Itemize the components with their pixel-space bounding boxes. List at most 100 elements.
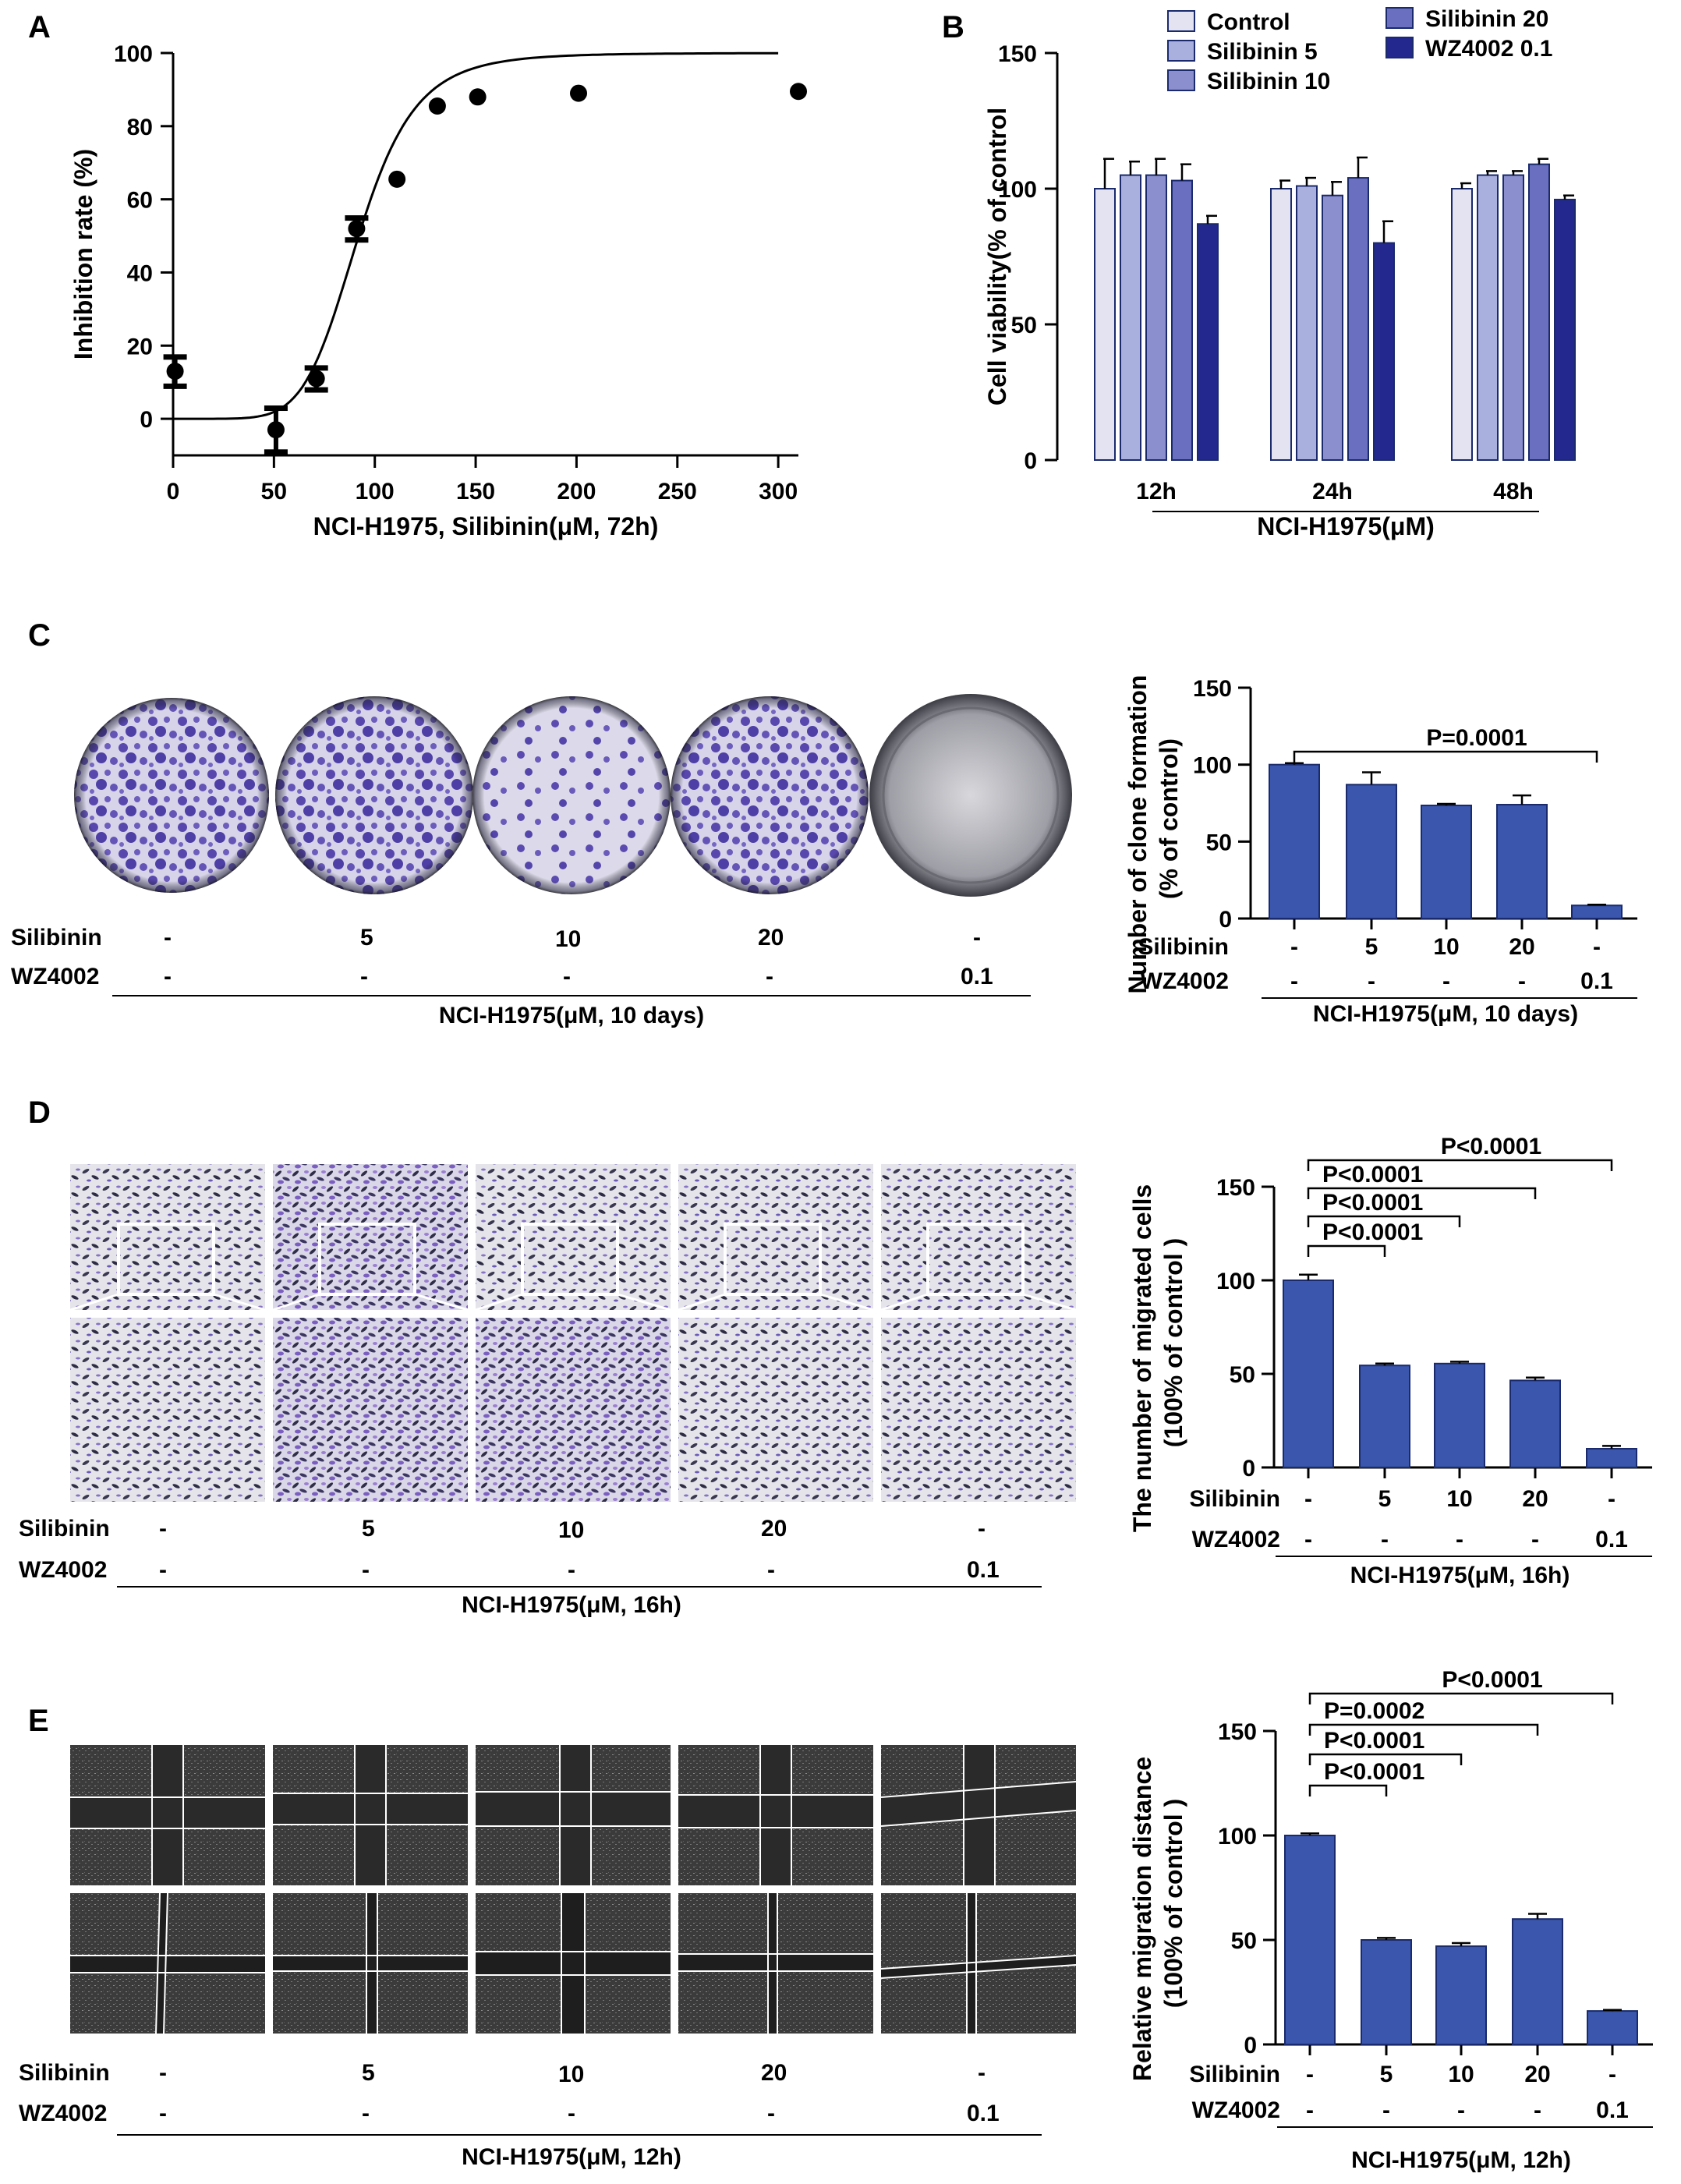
- bar: [1120, 174, 1141, 461]
- dose-value: -: [766, 964, 773, 989]
- dish-silibinin-5: [275, 696, 473, 894]
- bar: [1145, 174, 1167, 461]
- error-cap: [264, 449, 288, 455]
- dose-value: 5: [362, 1516, 375, 1542]
- dish-silibinin-10: [472, 696, 671, 894]
- x-tick-label: 200: [557, 479, 596, 504]
- dose-value: 5: [362, 2060, 375, 2086]
- row-label-wz4002: WZ4002: [1192, 2097, 1280, 2123]
- x-tick-label: 0: [167, 479, 180, 504]
- p-value-label: P<0.0001: [1324, 1728, 1424, 1754]
- x-axis-title: NCI-H1975, Silibinin(μM, 72h): [313, 512, 659, 540]
- bar: [1197, 223, 1219, 461]
- dose-value: -: [1368, 968, 1375, 994]
- y-tick-label: 100: [1193, 753, 1232, 779]
- bar: [1284, 1835, 1336, 2045]
- y-axis-title: (100% of control ): [1159, 1799, 1187, 2008]
- x-axis-title: NCI-H1975(μM): [1257, 512, 1435, 540]
- dose-value: 10: [1446, 1486, 1472, 1512]
- dose-value: 20: [761, 2060, 787, 2086]
- dose-value: -: [1456, 1527, 1463, 1552]
- bar: [1509, 1379, 1561, 1469]
- significance-bracket: [1307, 1187, 1537, 1199]
- dose-value: 0.1: [1596, 2097, 1629, 2123]
- legend-label: Control: [1207, 9, 1290, 35]
- y-axis-title: Cell viability(% of control: [983, 108, 1011, 405]
- migration-distance-chart: 0 50 100 150 - - 5 - 10 - 20 - - 0.1 Silibinin WZ4002 NC…: [1128, 1667, 1653, 2173]
- row-label-silibinin: Silibinin: [19, 2060, 110, 2086]
- dose-value: 5: [1365, 934, 1378, 960]
- significance-bracket: [1308, 1692, 1614, 1704]
- dose-value: 10: [1448, 2062, 1474, 2087]
- p-value-label: P<0.0001: [1324, 1759, 1424, 1785]
- y-tick-label: 0: [1219, 907, 1232, 933]
- bar: [1296, 185, 1318, 462]
- bar: [1283, 1280, 1334, 1468]
- dose-value: -: [1518, 968, 1526, 994]
- data-point: [348, 220, 366, 238]
- legend-label: WZ4002 0.1: [1425, 36, 1552, 62]
- dose-value: -: [1608, 1486, 1616, 1512]
- dose-value: 20: [761, 1516, 787, 1542]
- bar: [1434, 1362, 1485, 1469]
- p-value-label: P=0.0001: [1426, 725, 1527, 751]
- dose-value: -: [1306, 2062, 1314, 2087]
- transwell-images: [69, 1164, 1077, 1502]
- dose-value: 20: [758, 925, 784, 950]
- dose-value: -: [1304, 1486, 1312, 1512]
- y-tick-label: 60: [127, 188, 153, 214]
- dose-value: 10: [558, 2062, 584, 2087]
- p-value-label: P<0.0001: [1322, 1190, 1423, 1216]
- dose-value: -: [1608, 2062, 1616, 2087]
- data-point: [790, 83, 807, 101]
- p-value-label: P<0.0001: [1441, 1134, 1541, 1159]
- p-value-label: P<0.0001: [1442, 1667, 1542, 1693]
- dose-value: 10: [558, 1517, 584, 1543]
- bar: [1094, 188, 1116, 461]
- row-label-silibinin: Silibinin: [1189, 1486, 1280, 1512]
- dose-value: -: [1531, 1527, 1539, 1552]
- error-cap: [345, 237, 369, 243]
- dish-wz4002: [869, 694, 1072, 897]
- dose-value: -: [978, 1516, 986, 1542]
- x-axis-title: NCI-H1975(μM, 16h): [1350, 1563, 1570, 1588]
- dose-value: -: [767, 1557, 775, 1583]
- y-tick-label: 100: [1216, 1269, 1255, 1294]
- data-point: [307, 370, 325, 388]
- category-label: 24h: [1312, 479, 1353, 504]
- caption: NCI-H1975(μM, 16h): [462, 1592, 681, 1618]
- y-tick-label: 20: [127, 334, 153, 359]
- y-tick-label: 150: [1216, 1175, 1255, 1201]
- y-axis-title: (% of control): [1155, 738, 1183, 899]
- dish-labels: Silibinin WZ4002 - 5 10 20 - - - - - 0.1…: [11, 925, 1031, 1028]
- dish-control: [74, 698, 269, 893]
- bar: [1496, 803, 1548, 920]
- bar: [1269, 763, 1320, 920]
- row-label-wz4002: WZ4002: [1141, 968, 1229, 994]
- transwell-top-row: [69, 1164, 1077, 1311]
- bar: [1587, 2010, 1638, 2046]
- migrated-cells-chart: 0 50 100 150 - - 5 - 10 - 20 - - 0.1 Silibinin WZ4002 NC…: [1128, 1134, 1652, 1588]
- dose-value: 5: [360, 925, 373, 950]
- significance-bracket: [1308, 1723, 1539, 1736]
- colony-dishes: [74, 694, 1072, 897]
- dose-value: 20: [1524, 2062, 1550, 2087]
- error-cap: [304, 365, 328, 371]
- row-label-wz4002: WZ4002: [1192, 1527, 1280, 1552]
- dose-value: -: [1457, 2097, 1465, 2123]
- dose-value: -: [159, 2060, 167, 2086]
- significance-bracket: [1307, 1215, 1461, 1227]
- transwell-bottom-row: [70, 1318, 1076, 1502]
- row-label-wz4002: WZ4002: [11, 964, 99, 989]
- dose-value: 10: [1433, 934, 1459, 960]
- caption: NCI-H1975(μM, 10 days): [439, 1003, 704, 1028]
- bar: [1571, 904, 1623, 920]
- fit-curve: [173, 51, 779, 420]
- data-point: [469, 88, 487, 106]
- transwell-labels: Silibinin WZ4002 - 5 10 20 - - - - - 0.1…: [19, 1516, 1042, 1618]
- dose-value: 0.1: [1580, 968, 1613, 994]
- y-tick-label: 0: [1024, 448, 1037, 474]
- category-label: 48h: [1493, 479, 1534, 504]
- y-tick-label: 50: [1230, 1362, 1255, 1388]
- data-point: [267, 421, 285, 439]
